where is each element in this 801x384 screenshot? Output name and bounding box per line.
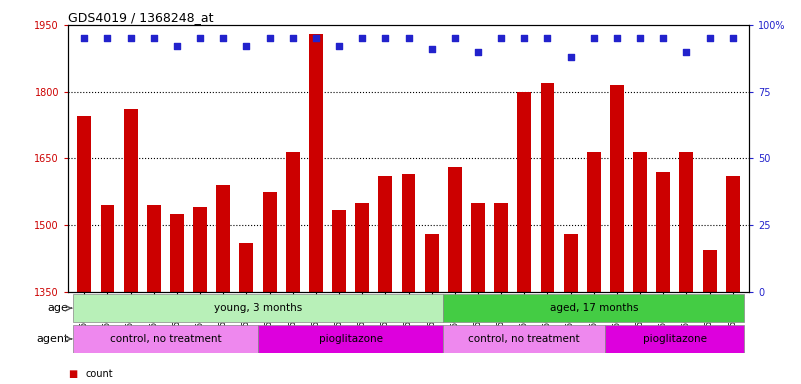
Text: pioglitazone: pioglitazone	[319, 334, 383, 344]
Point	[332, 43, 345, 50]
Bar	[494, 203, 508, 292]
Text: aged, 17 months: aged, 17 months	[549, 303, 638, 313]
Point	[171, 43, 183, 50]
Bar	[401, 174, 416, 292]
Text: control, no treatment: control, no treatment	[110, 334, 221, 344]
Bar	[443, 325, 606, 353]
Bar	[239, 243, 253, 292]
Point	[680, 49, 693, 55]
Bar	[170, 214, 184, 292]
Bar	[633, 152, 647, 292]
Point	[495, 35, 508, 41]
Point	[518, 35, 531, 41]
Bar	[443, 295, 744, 322]
Bar	[73, 325, 258, 353]
Bar	[216, 185, 230, 292]
Bar	[286, 152, 300, 292]
Bar	[78, 116, 91, 292]
Bar	[587, 152, 601, 292]
Bar	[147, 205, 161, 292]
Bar	[73, 295, 443, 322]
Point	[356, 35, 368, 41]
Point	[472, 49, 485, 55]
Bar	[309, 34, 323, 292]
Text: young, 3 months: young, 3 months	[214, 303, 302, 313]
Text: age: age	[48, 303, 69, 313]
Bar	[702, 250, 717, 292]
Bar	[471, 203, 485, 292]
Text: GDS4019 / 1368248_at: GDS4019 / 1368248_at	[68, 11, 214, 24]
Bar	[679, 152, 694, 292]
Bar	[356, 203, 369, 292]
Bar	[100, 205, 115, 292]
Bar	[610, 85, 624, 292]
Bar	[517, 92, 531, 292]
Point	[309, 35, 322, 41]
Text: agent: agent	[36, 334, 69, 344]
Bar	[564, 234, 578, 292]
Bar	[378, 176, 392, 292]
Bar	[448, 167, 461, 292]
Bar	[606, 325, 744, 353]
Point	[78, 35, 91, 41]
Bar	[258, 325, 443, 353]
Text: pioglitazone: pioglitazone	[643, 334, 706, 344]
Point	[564, 54, 577, 60]
Point	[217, 35, 230, 41]
Text: ■: ■	[68, 369, 78, 379]
Bar	[332, 210, 346, 292]
Point	[147, 35, 160, 41]
Text: count: count	[86, 369, 113, 379]
Point	[379, 35, 392, 41]
Point	[610, 35, 623, 41]
Point	[240, 43, 253, 50]
Point	[194, 35, 207, 41]
Point	[286, 35, 299, 41]
Point	[541, 35, 553, 41]
Point	[101, 35, 114, 41]
Point	[703, 35, 716, 41]
Point	[264, 35, 276, 41]
Bar	[123, 109, 138, 292]
Bar	[726, 176, 739, 292]
Bar	[541, 83, 554, 292]
Text: control, no treatment: control, no treatment	[469, 334, 580, 344]
Point	[124, 35, 137, 41]
Point	[634, 35, 646, 41]
Bar	[193, 207, 207, 292]
Point	[727, 35, 739, 41]
Point	[425, 46, 438, 52]
Bar	[425, 234, 439, 292]
Point	[657, 35, 670, 41]
Point	[587, 35, 600, 41]
Bar	[263, 192, 276, 292]
Point	[402, 35, 415, 41]
Bar	[656, 172, 670, 292]
Point	[449, 35, 461, 41]
